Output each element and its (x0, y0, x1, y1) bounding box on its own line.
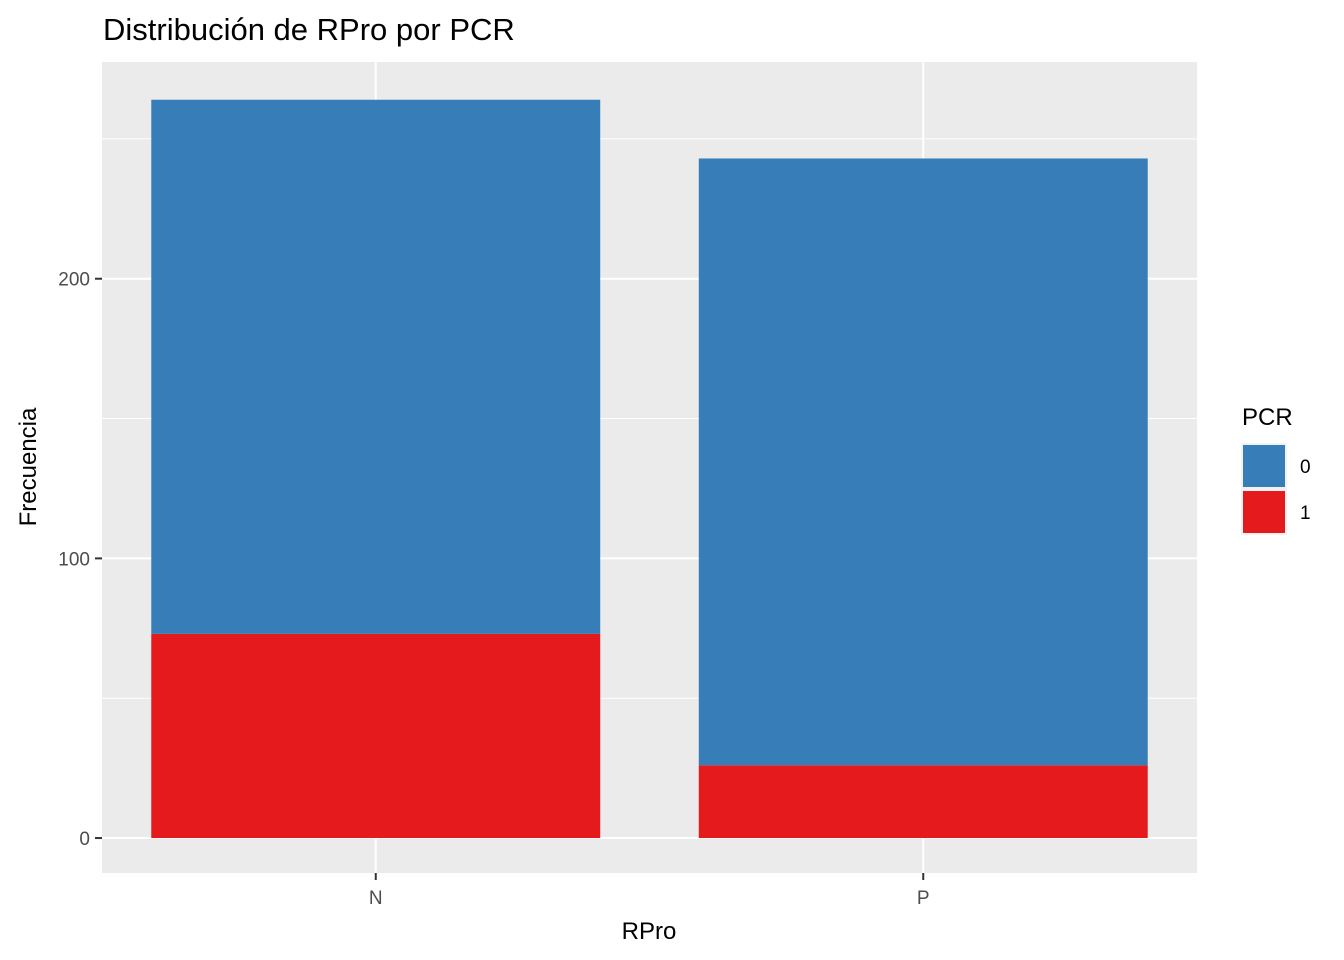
x-tick-label: N (369, 888, 383, 909)
y-axis-title: Frecuencia (15, 407, 42, 526)
legend: PCR 0 1 (1241, 404, 1311, 535)
x-tick-label: P (917, 888, 930, 909)
legend-title: PCR (1242, 404, 1293, 431)
y-axis: 0 100 200 (58, 270, 102, 850)
y-tick-label: 100 (58, 549, 90, 570)
y-tick-label: 0 (79, 829, 90, 850)
bar-N-pcr-0 (151, 99, 601, 634)
bars (151, 99, 1148, 839)
legend-key-1 (1243, 491, 1285, 533)
legend-label: 0 (1300, 457, 1311, 478)
bar-P-pcr-0 (698, 158, 1148, 766)
x-axis-title: RPro (622, 918, 677, 945)
legend-label: 1 (1300, 503, 1311, 524)
bar-N-pcr-1 (151, 633, 601, 839)
y-tick-label: 200 (58, 270, 90, 291)
bar-P-pcr-1 (698, 765, 1148, 839)
legend-key-0 (1243, 445, 1285, 487)
chart-title: Distribución de RPro por PCR (103, 12, 515, 47)
